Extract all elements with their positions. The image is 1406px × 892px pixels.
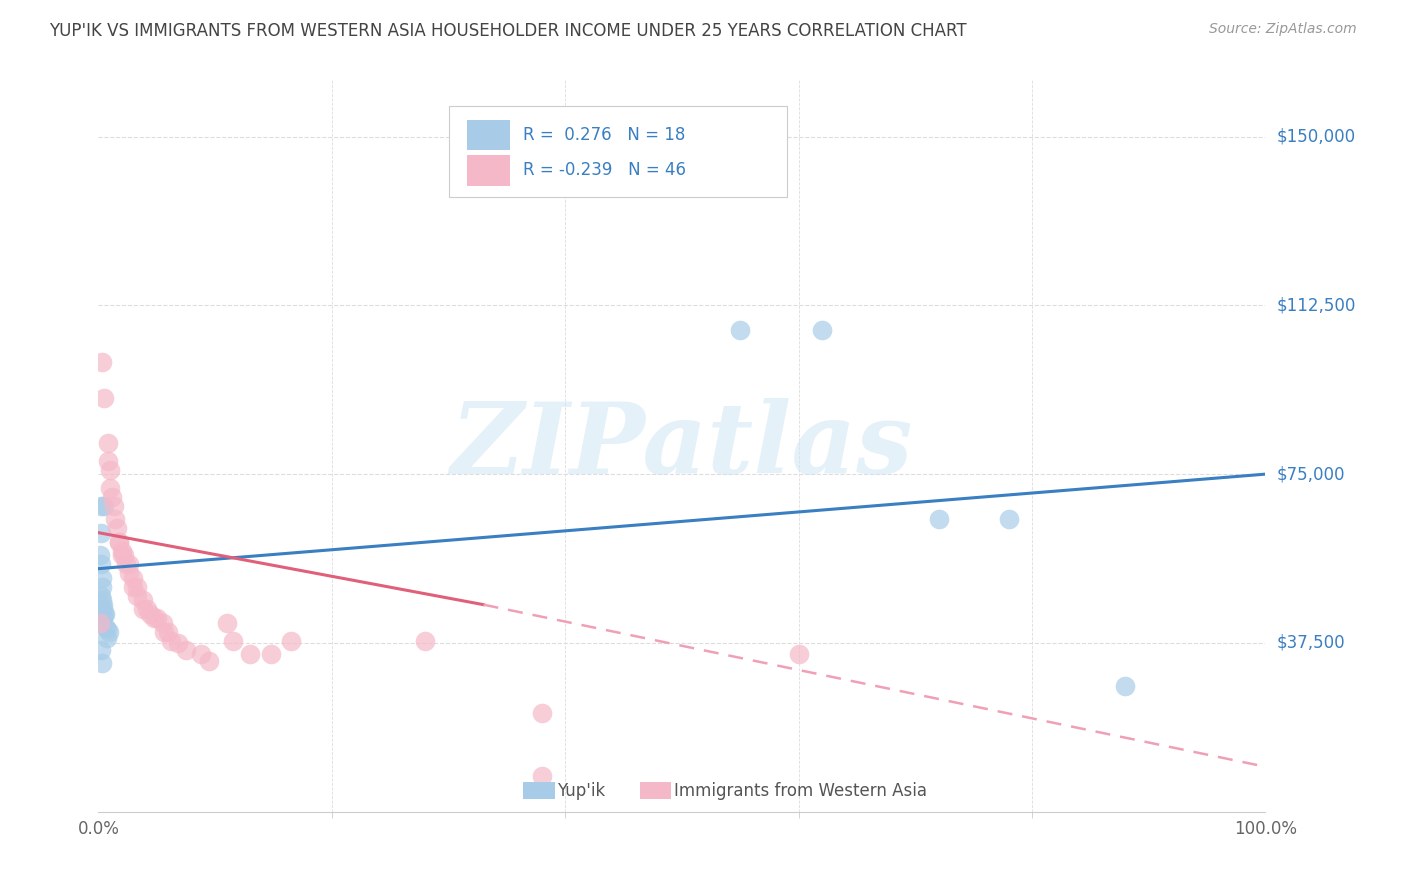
Point	[122, 580, 145, 594]
Point	[97, 453, 120, 467]
Point	[132, 593, 155, 607]
Text: $112,500: $112,500	[1277, 296, 1355, 314]
Point	[125, 589, 148, 603]
Point	[997, 512, 1019, 526]
Point	[90, 580, 112, 594]
Point	[198, 654, 221, 668]
Text: YUP'IK VS IMMIGRANTS FROM WESTERN ASIA HOUSEHOLDER INCOME UNDER 25 YEARS CORRELA: YUP'IK VS IMMIGRANTS FROM WESTERN ASIA H…	[49, 22, 967, 40]
Text: $37,500: $37,500	[1277, 634, 1346, 652]
FancyBboxPatch shape	[449, 106, 787, 197]
Point	[105, 521, 128, 535]
Point	[90, 525, 112, 540]
Point	[152, 615, 174, 630]
Point	[93, 499, 115, 513]
Point	[239, 647, 262, 661]
Point	[112, 548, 135, 562]
Point	[91, 598, 114, 612]
Point	[115, 557, 138, 571]
Text: Source: ZipAtlas.com: Source: ZipAtlas.com	[1209, 22, 1357, 37]
Point	[159, 633, 181, 648]
Point	[94, 607, 117, 621]
Point	[152, 624, 174, 639]
Point	[260, 647, 283, 661]
Text: Immigrants from Western Asia: Immigrants from Western Asia	[673, 781, 927, 799]
Point	[530, 706, 553, 720]
Point	[928, 512, 950, 526]
Point	[413, 633, 436, 648]
Text: $150,000: $150,000	[1277, 128, 1355, 145]
FancyBboxPatch shape	[467, 155, 510, 186]
Point	[90, 354, 112, 368]
Point	[90, 557, 112, 571]
Point	[93, 391, 115, 405]
Text: $75,000: $75,000	[1277, 465, 1346, 483]
Point	[91, 611, 114, 625]
Point	[101, 490, 124, 504]
Point	[125, 580, 148, 594]
Point	[108, 534, 131, 549]
Text: R =  0.276   N = 18: R = 0.276 N = 18	[523, 126, 686, 145]
Point	[90, 571, 112, 585]
Point	[139, 607, 162, 621]
Point	[90, 642, 112, 657]
Point	[89, 615, 111, 630]
Point	[730, 323, 752, 337]
Point	[104, 512, 127, 526]
FancyBboxPatch shape	[523, 781, 555, 799]
Point	[215, 615, 238, 630]
Point	[118, 557, 141, 571]
Point	[530, 769, 553, 783]
FancyBboxPatch shape	[640, 781, 672, 799]
Point	[98, 462, 121, 476]
Point	[146, 611, 169, 625]
Point	[122, 571, 145, 585]
Point	[1114, 679, 1136, 693]
Text: R = -0.239   N = 46: R = -0.239 N = 46	[523, 161, 686, 179]
Point	[221, 633, 243, 648]
Point	[96, 632, 118, 646]
Point	[97, 435, 120, 450]
Point	[132, 602, 155, 616]
Point	[103, 499, 125, 513]
Point	[111, 543, 134, 558]
Point	[787, 647, 810, 661]
Point	[93, 607, 115, 621]
Point	[96, 623, 118, 637]
Point	[89, 548, 111, 562]
Point	[118, 566, 141, 581]
Text: ZIPatlas: ZIPatlas	[451, 398, 912, 494]
Point	[90, 499, 112, 513]
Point	[111, 548, 134, 562]
Point	[174, 642, 197, 657]
Point	[166, 636, 188, 650]
Point	[90, 656, 112, 670]
Point	[143, 611, 166, 625]
Point	[136, 602, 159, 616]
FancyBboxPatch shape	[467, 120, 510, 151]
Text: Yup'ik: Yup'ik	[557, 781, 606, 799]
Point	[157, 624, 180, 639]
Point	[190, 647, 212, 661]
Point	[94, 620, 117, 634]
Point	[91, 602, 114, 616]
Point	[90, 589, 112, 603]
Point	[108, 534, 131, 549]
Point	[811, 323, 834, 337]
Point	[90, 593, 112, 607]
Point	[280, 633, 302, 648]
Point	[98, 481, 121, 495]
Point	[97, 624, 120, 639]
